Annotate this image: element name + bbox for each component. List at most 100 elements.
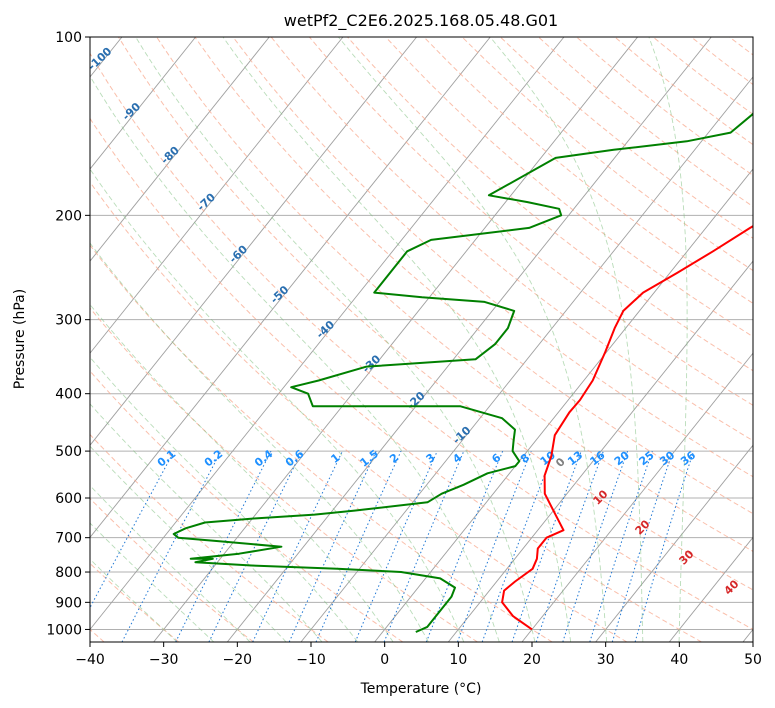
mixing-ratio-line: [252, 450, 343, 642]
plot-frame: [89, 36, 754, 643]
y-axis-title: Pressure (hPa): [12, 289, 28, 389]
x-axis-title: Temperature (°C): [360, 681, 482, 697]
y-tick-label: 1000: [46, 622, 82, 638]
dry-adiabat: [385, 37, 753, 338]
isotherm-label: -90: [120, 100, 144, 123]
y-tick-label: 100: [55, 30, 82, 46]
y-tick-label: 600: [55, 491, 82, 507]
dry-adiabat: [576, 37, 753, 176]
isotherm-label: -70: [195, 191, 219, 214]
isotherm-line: [90, 37, 196, 170]
moist-adiabat: [489, 37, 644, 642]
mixing-ratio-label: 6: [489, 451, 503, 466]
dewpoint-profile: [172, 111, 753, 633]
isotherm-label: -40: [314, 318, 338, 341]
reference-label: 20: [633, 517, 653, 537]
isotherm-label: -10: [450, 424, 474, 447]
dry-adiabat: [423, 37, 753, 304]
isotherm-label: -80: [158, 144, 182, 167]
dry-adiabat: [499, 37, 753, 239]
mixing-ratio-line: [90, 450, 175, 609]
dry-adiabat: [90, 497, 254, 642]
moist-adiabat: [90, 356, 358, 642]
profile-series: [172, 111, 753, 633]
isotherm-label: -30: [360, 352, 384, 375]
isotherm-line: [374, 168, 753, 642]
isotherm-line: [595, 444, 753, 642]
moist-adiabat: [90, 75, 500, 642]
y-tick-label: 200: [55, 208, 82, 224]
dry-adiabat: [194, 37, 753, 515]
dry-adiabat: [232, 37, 753, 478]
x-tick-label: 40: [670, 652, 688, 668]
moist-adiabat: [135, 37, 536, 642]
chart-title: wetPf2_C2E6.2025.168.05.48.G01: [284, 11, 558, 31]
isotherm-line: [447, 260, 753, 642]
isotherm-line: [90, 37, 417, 447]
mixing-ratio-line: [175, 450, 272, 642]
moist-adiabat: [90, 484, 251, 642]
mixing-ratio-line: [354, 450, 438, 642]
mixing-ratio-line: [511, 450, 582, 642]
y-tick-label: 400: [55, 387, 82, 403]
y-tick-label: 800: [55, 565, 82, 581]
mixing-ratio-label: 2: [387, 451, 401, 466]
dry-adiabat: [90, 562, 180, 642]
background-lines: [90, 37, 775, 642]
moist-adiabat: [90, 303, 394, 642]
moist-adiabat: [90, 242, 429, 642]
isotherm-line: [90, 37, 270, 262]
dry-adiabat: [538, 37, 753, 208]
dry-adiabat: [652, 37, 753, 115]
mixing-ratio-label: 0.4: [252, 447, 276, 469]
x-tick-label: −30: [149, 652, 179, 668]
y-axis: 100 200 300 400 500 600 700 800 900 1000: [46, 30, 90, 638]
mixing-ratio-line: [611, 450, 674, 642]
x-tick-label: −20: [223, 652, 253, 668]
moist-adiabat: [90, 168, 465, 642]
mixing-ratio-line: [634, 450, 695, 642]
mixing-ratio-line: [535, 450, 604, 642]
annotations: 0.1 0.2 0.4 0.6 1 1.5 2 3 4 6 8 10 13 16 20 25 30 36-100-…: [90, 45, 742, 598]
mixing-ratio-label: 8: [518, 451, 532, 466]
dry-adiabat: [90, 307, 478, 642]
moist-adiabat: [90, 403, 323, 642]
x-tick-label: −40: [75, 652, 105, 668]
mixing-ratio-line: [315, 450, 402, 642]
isotherm-line: [521, 352, 753, 642]
x-tick-label: 10: [449, 652, 467, 668]
y-tick-label: 500: [55, 444, 82, 460]
mixing-ratio-label: 3: [424, 451, 438, 466]
y-tick-label: 700: [55, 531, 82, 547]
y-tick-label: 900: [55, 595, 82, 611]
reference-label: 40: [722, 577, 742, 597]
dry-adiabat: [90, 370, 404, 642]
moist-adiabat: [90, 522, 215, 642]
dry-adiabat: [270, 37, 753, 442]
x-tick-label: 50: [744, 652, 762, 668]
isotherm-line: [226, 37, 712, 642]
isotherm-line: [153, 37, 638, 642]
reference-label: 30: [677, 547, 697, 567]
moist-adiabat: [648, 37, 688, 642]
moist-adiabat: [222, 37, 572, 642]
dry-adiabat: [768, 37, 775, 642]
x-tick-label: 20: [523, 652, 541, 668]
dry-adiabat: [309, 37, 753, 406]
x-tick-label: 0: [380, 652, 389, 668]
isotherm-line: [90, 37, 344, 354]
moist-adiabat: [338, 37, 608, 642]
mixing-ratio-line: [562, 450, 629, 642]
dry-adiabat: [90, 181, 628, 642]
mixing-ratio-line: [288, 450, 377, 642]
x-axis: −40 −30 −20 −10 0 10 20 30 40 50: [75, 642, 762, 668]
mixing-ratio-line: [383, 450, 465, 642]
mixing-ratio-line: [481, 450, 555, 642]
x-tick-label: 30: [597, 652, 615, 668]
dry-adiabat: [90, 117, 702, 642]
mixing-ratio-line: [457, 450, 532, 642]
isotherm-line: [668, 536, 753, 642]
mixing-ratio-line: [589, 450, 653, 642]
moist-adiabat: [90, 445, 287, 642]
